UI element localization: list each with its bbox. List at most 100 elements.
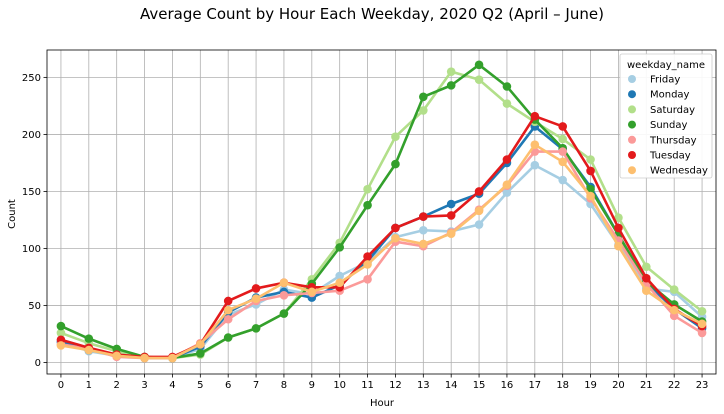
data-point-saturday <box>558 134 567 144</box>
data-point-saturday <box>614 213 623 223</box>
data-point-wednesday <box>502 180 512 189</box>
data-point-wednesday <box>168 353 177 363</box>
x-tick-label: 23 <box>696 380 709 391</box>
series-saturday <box>56 67 707 363</box>
data-point-friday <box>558 175 567 185</box>
data-point-tuesday <box>363 252 372 261</box>
y-tick-label: 50 <box>28 301 41 312</box>
data-point-saturday <box>56 328 66 338</box>
x-tick-label: 5 <box>197 380 203 391</box>
data-point-wednesday <box>558 157 567 167</box>
data-point-tuesday <box>391 223 400 233</box>
series-tuesday <box>56 111 707 362</box>
legend: weekday_name Friday Monday Saturday Sunday T… <box>619 53 713 179</box>
series-sunday <box>56 60 707 363</box>
data-point-tuesday <box>474 187 484 196</box>
data-point-thursday <box>363 275 372 284</box>
legend-marker-friday <box>628 75 636 83</box>
data-point-saturday <box>642 262 651 272</box>
x-axis-label: Hour <box>370 398 395 409</box>
y-tick-label: 100 <box>22 244 41 255</box>
data-point-wednesday <box>56 341 66 350</box>
x-tick-label: 13 <box>417 380 430 391</box>
data-point-saturday <box>391 132 400 142</box>
data-point-sunday <box>84 334 94 343</box>
data-point-sunday <box>56 321 66 331</box>
legend-items: Friday Monday Saturday Sunday Thursday Tuesda… <box>628 75 708 177</box>
data-point-tuesday <box>558 122 567 131</box>
y-ticks: 0 50 100 150 200 250 <box>22 73 47 369</box>
data-point-wednesday <box>446 229 456 238</box>
x-tick-label: 8 <box>281 380 287 391</box>
data-point-friday <box>530 160 540 170</box>
data-point-tuesday <box>586 166 595 176</box>
data-point-tuesday <box>251 284 261 293</box>
data-point-tuesday <box>446 211 456 220</box>
y-tick-label: 250 <box>22 73 41 84</box>
x-tick-label: 2 <box>114 380 120 391</box>
legend-label-tuesday: Tuesday <box>649 151 691 162</box>
data-point-wednesday <box>84 345 94 355</box>
data-point-sunday <box>502 82 512 91</box>
data-point-wednesday <box>279 278 289 288</box>
data-point-sunday <box>251 324 261 333</box>
x-tick-label: 20 <box>612 380 625 391</box>
data-point-thursday <box>697 328 707 338</box>
legend-label-wednesday: Wednesday <box>650 166 708 177</box>
x-tick-label: 4 <box>169 380 175 391</box>
data-point-wednesday <box>363 260 372 269</box>
data-point-friday <box>335 271 344 281</box>
legend-marker-sunday <box>628 120 636 129</box>
data-point-sunday <box>335 243 344 252</box>
data-point-sunday <box>223 333 233 342</box>
x-tick-label: 0 <box>58 380 64 391</box>
x-tick-label: 7 <box>253 380 259 391</box>
y-tick-label: 0 <box>35 358 41 369</box>
x-tick-label: 6 <box>225 380 231 391</box>
legend-label-sunday: Sunday <box>650 120 687 131</box>
legend-marker-wednesday <box>628 166 636 175</box>
x-tick-label: 10 <box>333 380 346 391</box>
data-point-saturday <box>697 306 707 316</box>
data-point-wednesday <box>196 340 205 349</box>
data-point-wednesday <box>140 353 149 363</box>
y-tick-label: 200 <box>22 130 41 141</box>
legend-marker-saturday <box>628 105 636 114</box>
x-tick-label: 9 <box>309 380 315 391</box>
x-tick-label: 19 <box>584 380 597 391</box>
series-group <box>56 60 707 363</box>
plot-area-frame <box>46 49 717 375</box>
data-point-friday <box>502 188 512 197</box>
data-point-thursday <box>558 147 567 156</box>
legend-label-thursday: Thursday <box>649 135 697 146</box>
data-point-wednesday <box>474 206 484 216</box>
data-point-wednesday <box>586 191 595 201</box>
data-point-sunday <box>196 349 205 358</box>
data-point-tuesday <box>642 273 651 283</box>
data-point-wednesday <box>697 319 707 329</box>
legend-marker-tuesday <box>628 151 636 159</box>
data-point-friday <box>419 225 428 235</box>
data-point-sunday <box>419 92 428 102</box>
data-point-saturday <box>419 106 428 115</box>
legend-marker-thursday <box>628 135 636 144</box>
x-tick-label: 15 <box>473 380 486 391</box>
chart-title: Average Count by Hour Each Weekday, 2020… <box>140 5 604 23</box>
data-point-tuesday <box>419 212 428 221</box>
data-point-sunday <box>446 81 456 90</box>
x-tick-label: 1 <box>86 380 92 391</box>
data-point-tuesday <box>614 223 623 233</box>
data-point-sunday <box>279 309 289 318</box>
data-point-wednesday <box>112 351 121 361</box>
legend-marker-monday <box>628 90 636 99</box>
data-point-thursday <box>279 290 289 300</box>
data-point-saturday <box>502 99 512 108</box>
legend-title: weekday_name <box>627 60 705 71</box>
series-line-wednesday <box>59 143 704 360</box>
data-point-tuesday <box>530 111 540 121</box>
x-tick-label: 17 <box>528 380 541 391</box>
data-point-tuesday <box>223 296 233 306</box>
data-point-saturday <box>586 155 595 164</box>
data-point-wednesday <box>419 239 428 249</box>
x-tick-label: 22 <box>668 380 681 391</box>
